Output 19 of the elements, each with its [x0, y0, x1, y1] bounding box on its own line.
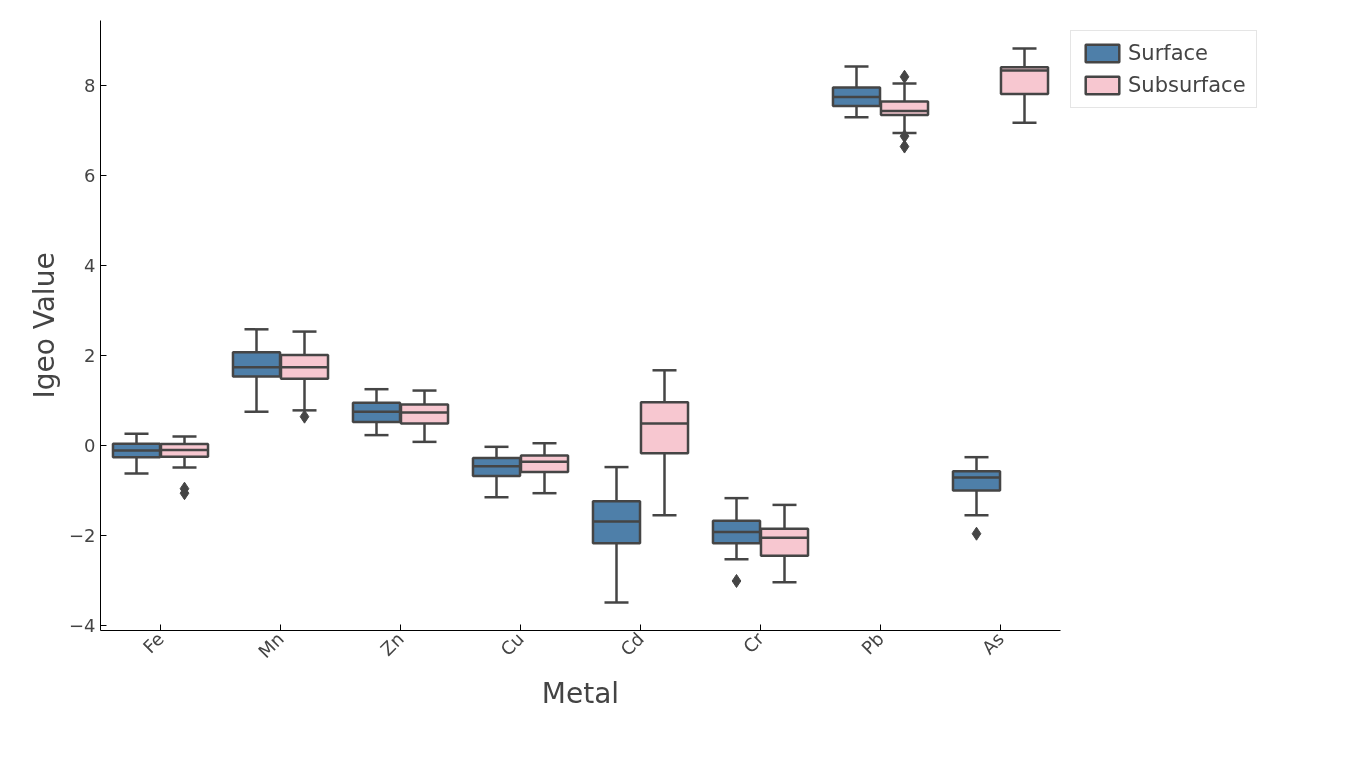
- y-tick-label: 2: [84, 345, 96, 367]
- y-tick-label: 8: [84, 75, 96, 97]
- legend-label: Surface: [1128, 41, 1209, 65]
- x-tick-label: Pb: [857, 628, 888, 659]
- x-tick-label: Zn: [376, 628, 408, 660]
- y-tick-label: 4: [84, 255, 96, 277]
- y-tick-label: 6: [84, 165, 96, 187]
- y-tick-label: −2: [68, 525, 96, 547]
- x-tick-label: Fe: [138, 628, 168, 658]
- x-tick-label: Cd: [616, 628, 648, 660]
- x-axis-title: Metal: [541, 677, 620, 711]
- x-tick-label: As: [977, 628, 1008, 659]
- x-tick-label: Cr: [738, 627, 769, 658]
- legend-label: Subsurface: [1128, 73, 1246, 97]
- y-tick-label: 0: [84, 435, 96, 457]
- x-tick-label: Mn: [254, 628, 288, 662]
- x-tick-label: Cu: [496, 628, 528, 660]
- y-tick-label: −4: [68, 615, 96, 637]
- y-axis-title: Igeo Value: [27, 252, 61, 399]
